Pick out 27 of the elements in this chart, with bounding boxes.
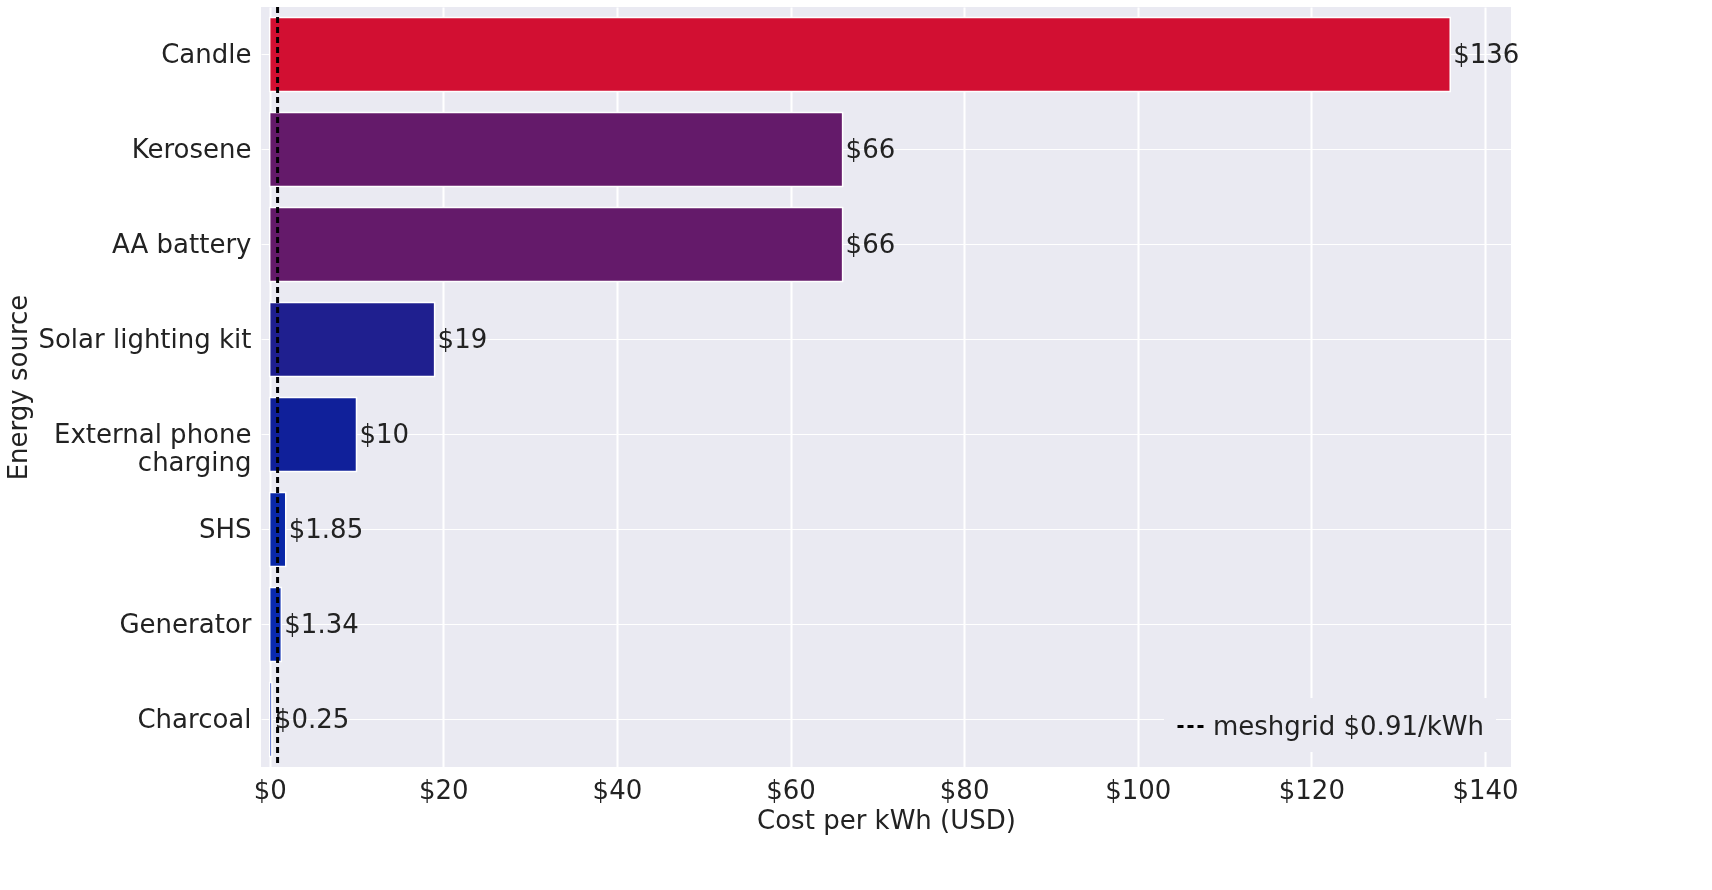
data-label: $136	[1453, 38, 1520, 69]
y-axis-title: Energy source	[2, 294, 33, 481]
ref-line-label: meshgrid $0.91/kWh	[1213, 710, 1484, 741]
x-tick-label: $40	[592, 774, 643, 805]
x-axis-title: Cost per kWh (USD)	[757, 804, 1016, 835]
data-label: $66	[845, 228, 896, 259]
y-tick-label: Generator	[119, 608, 252, 639]
y-tick-label: SHS	[198, 513, 252, 544]
y-tick-label: AA battery	[112, 228, 252, 259]
data-label: $10	[359, 418, 410, 449]
x-tick-label: $140	[1452, 774, 1519, 805]
data-label: $1.85	[288, 513, 364, 544]
y-tick-label: Candle	[161, 38, 252, 69]
x-tick-label: $60	[766, 774, 816, 805]
y-tick-label: External phone charging	[53, 418, 252, 477]
x-tick-label: $100	[1105, 774, 1172, 805]
data-label: $0.25	[274, 703, 350, 734]
data-label: $19	[437, 323, 488, 354]
x-tick-label: $120	[1278, 774, 1345, 805]
data-label: $1.34	[284, 608, 359, 639]
x-tick-label: $20	[418, 774, 469, 805]
x-tick-label: $0	[253, 774, 287, 805]
y-tick-label: Charcoal	[137, 703, 252, 734]
data-label: $66	[845, 133, 896, 164]
y-tick-label: Solar lighting kit	[38, 323, 252, 354]
y-tick-label: Kerosene	[131, 133, 252, 164]
x-tick-label: $80	[939, 774, 990, 805]
